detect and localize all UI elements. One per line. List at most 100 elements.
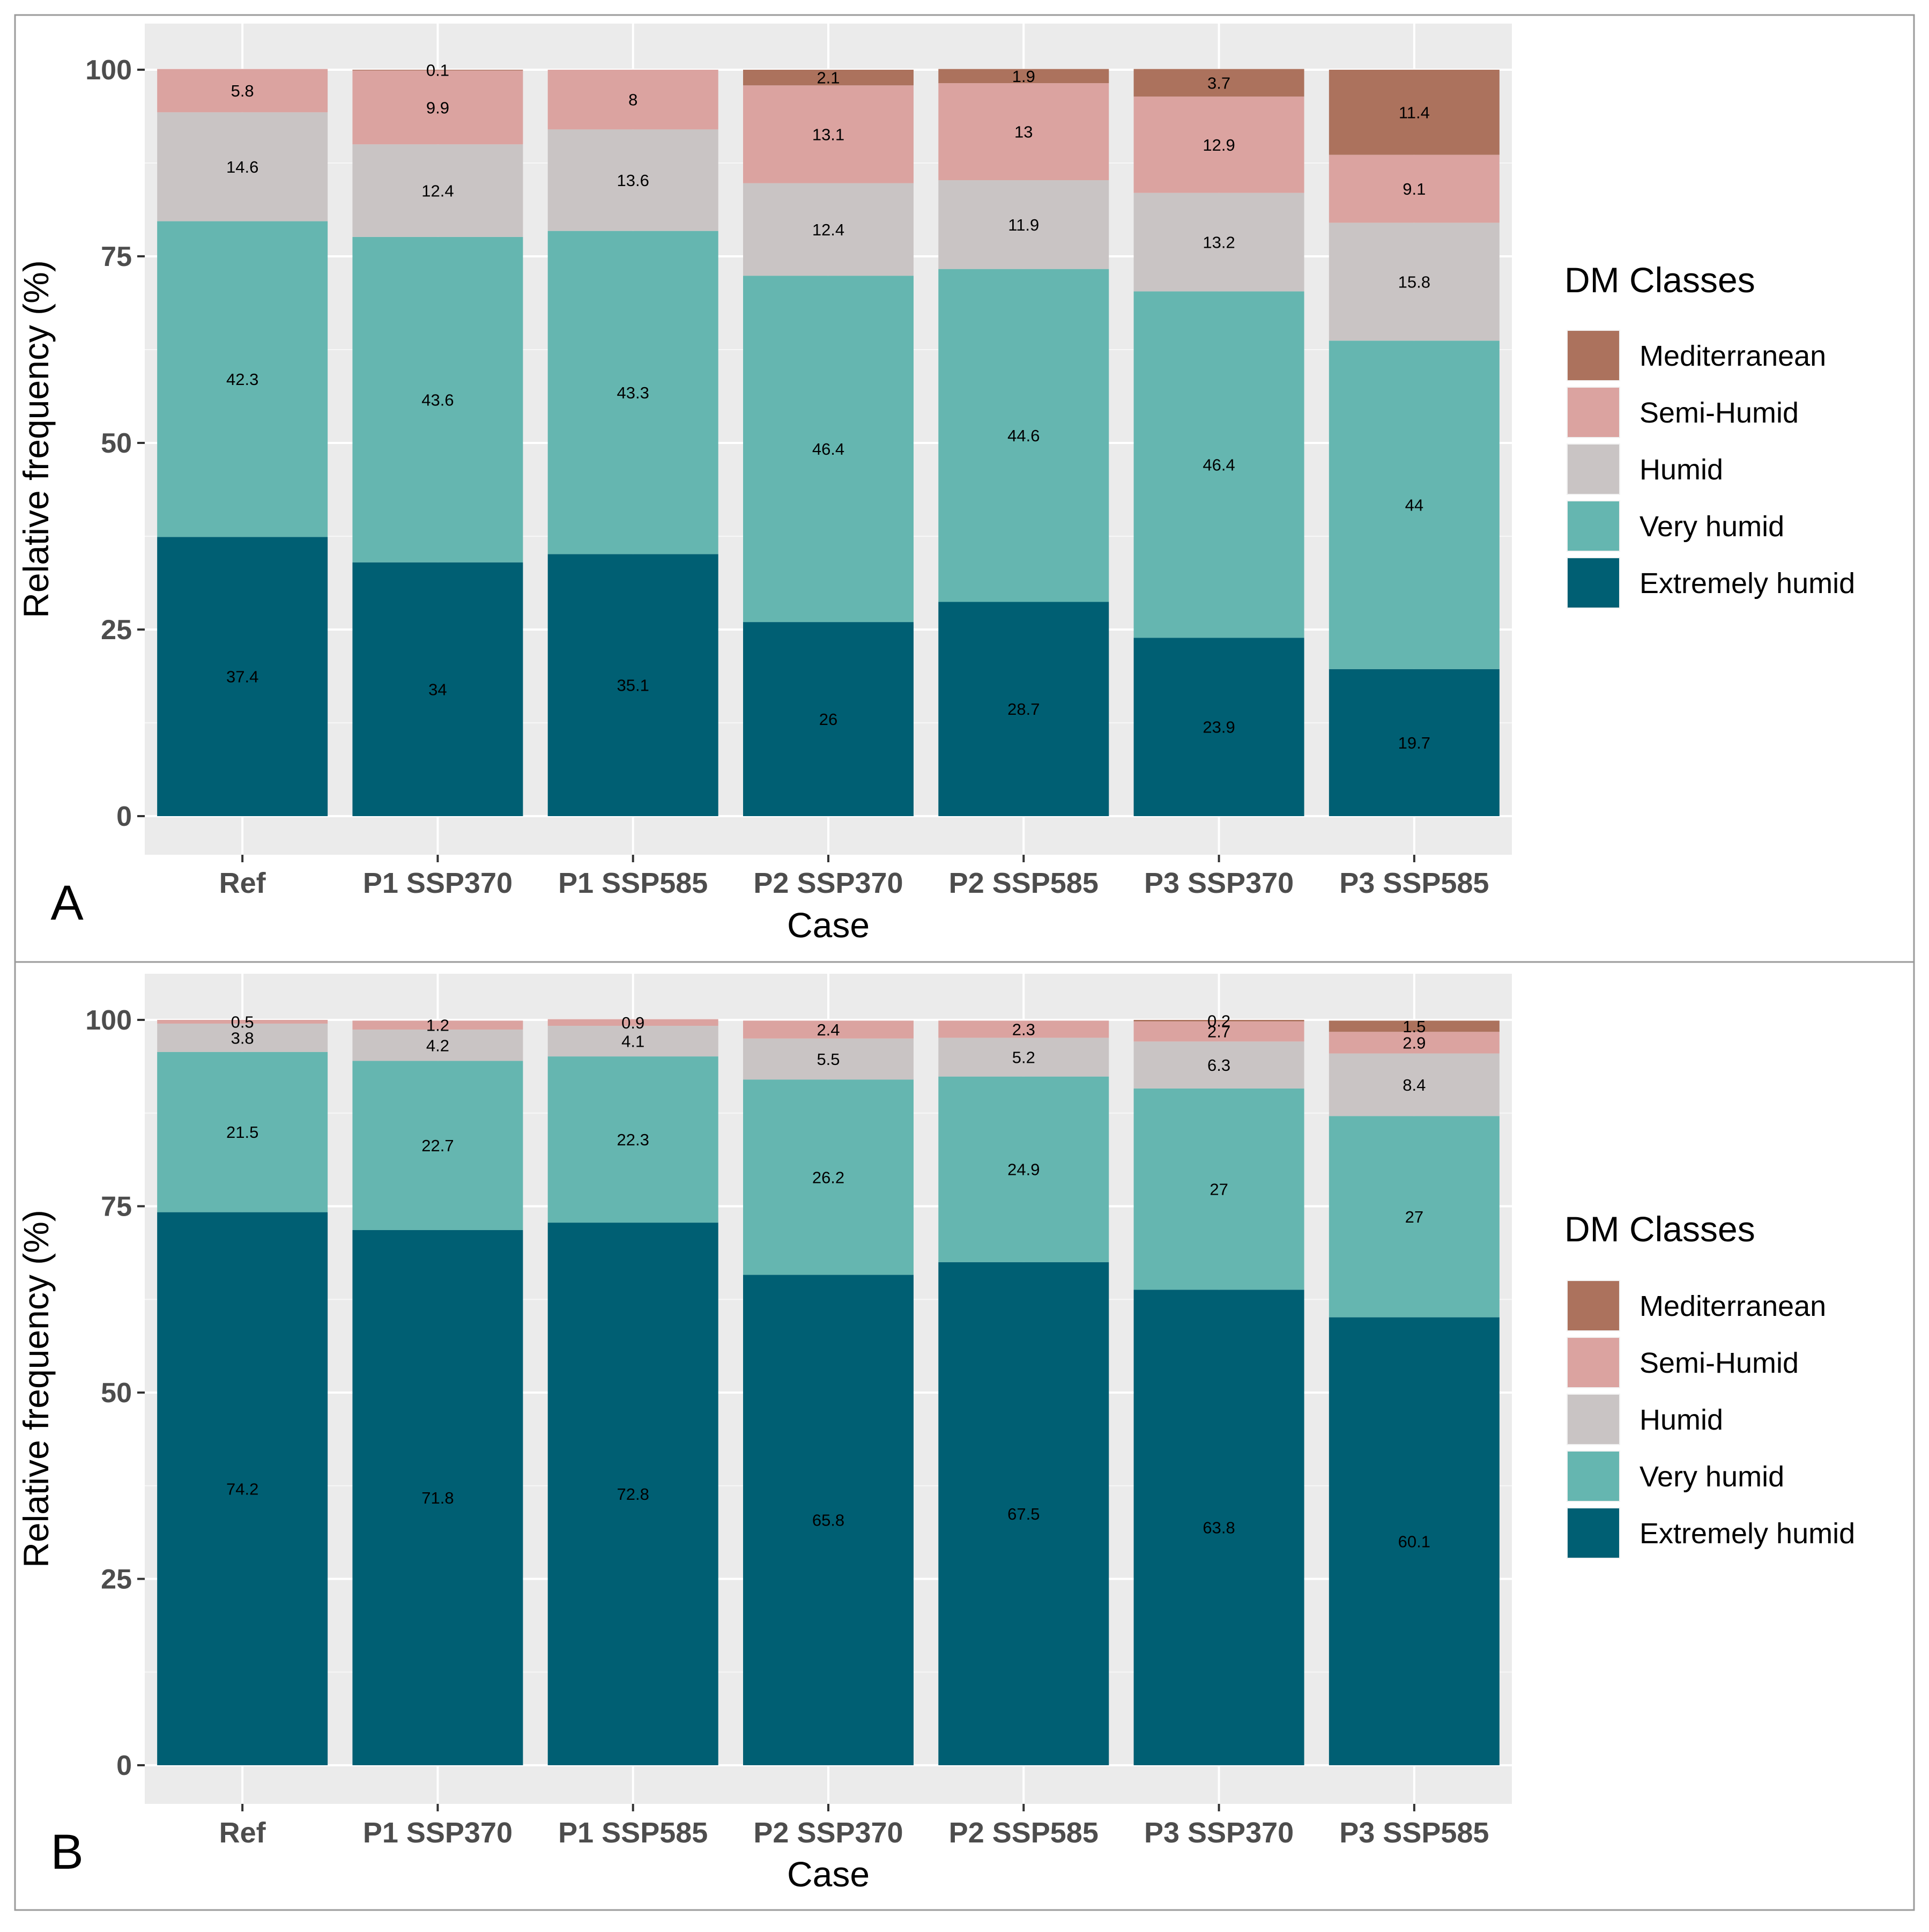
data-label: 5.5 [817,1050,840,1069]
data-label: 43.6 [421,390,454,409]
bar-segment-humid [1329,1053,1500,1116]
data-label: 44.6 [1007,426,1040,445]
x-tick-label: P2 SSP585 [949,1817,1099,1849]
bar-segment-very-humid [743,1079,914,1275]
bar-segment-extremely-humid [1329,1317,1500,1765]
data-label: 14.6 [226,158,258,176]
bar-segment-semi-humid [1133,1021,1304,1042]
legend-swatch-very-humid [1568,501,1619,551]
data-label: 65.8 [812,1511,844,1530]
legend-label-semi-humid: Semi-Humid [1639,1347,1799,1379]
bar-segment-semi-humid [1329,154,1500,223]
bar-segment-very-humid [1329,340,1500,669]
x-tick-label: Ref [219,867,266,899]
data-label: 1.5 [1403,1017,1426,1036]
data-label: 27 [1210,1180,1228,1199]
data-label: 9.1 [1403,180,1426,198]
bar-segment-humid [743,183,914,276]
y-axis-title: Relative frequency (%) [16,260,56,618]
data-label: 46.4 [1203,455,1235,474]
bar-segment-mediterranean [1329,1020,1500,1032]
data-label: 2.3 [1012,1020,1035,1039]
data-label: 42.3 [226,370,258,389]
bar-segment-semi-humid [743,1020,914,1039]
bar-segment-very-humid [352,1061,523,1230]
data-label: 35.1 [617,676,649,695]
x-tick-label: P3 SSP370 [1144,1817,1294,1849]
data-label: 3.7 [1207,73,1230,92]
y-tick-label: 50 [101,428,132,459]
legend-swatch-extremely-humid [1568,1508,1619,1558]
legend-label-very-humid: Very humid [1639,1461,1784,1493]
data-label: 2.7 [1207,1023,1230,1041]
data-label: 13.1 [812,125,844,144]
bar-segment-extremely-humid [352,1230,523,1765]
legend-label-mediterranean: Mediterranean [1639,1290,1826,1322]
data-label: 72.8 [617,1485,649,1504]
bar-segment-humid [157,112,328,221]
x-tick-label: P2 SSP370 [753,867,903,899]
panel-b-frame [14,961,1915,1911]
data-label: 34 [428,680,447,699]
legend-swatch-mediterranean [1568,331,1619,380]
x-axis-title: Case [787,905,870,945]
panel-label: B [50,1825,83,1879]
bar-segment-semi-humid [1329,1032,1500,1054]
bar-segment-semi-humid [157,69,328,113]
bar-segment-extremely-humid [157,537,328,816]
data-label: 22.7 [421,1136,454,1155]
data-label: 19.7 [1398,734,1430,752]
data-label: 12.4 [421,182,454,201]
bar-segment-humid [1329,223,1500,341]
bar-segment-extremely-humid [1329,669,1500,816]
legend-label-extremely-humid: Extremely humid [1639,1518,1855,1550]
y-tick-label: 100 [85,1005,132,1036]
bar-segment-humid [1133,193,1304,292]
data-label: 1.2 [426,1016,449,1035]
bar-segment-extremely-humid [1133,638,1304,816]
data-label: 15.8 [1398,272,1430,291]
y-axis-title: Relative frequency (%) [16,1210,56,1568]
data-label: 3.8 [231,1028,254,1047]
data-label: 24.9 [1007,1160,1040,1179]
data-label: 12.4 [812,220,844,239]
bar-segment-extremely-humid [743,622,914,816]
y-tick-label: 75 [101,1191,132,1223]
data-label: 5.2 [1012,1048,1035,1067]
data-label: 2.9 [1403,1033,1426,1052]
data-label: 1.9 [1012,67,1035,86]
bar-segment-very-humid [1133,1088,1304,1290]
legend-swatch-semi-humid [1568,388,1619,437]
data-label: 0.5 [231,1012,254,1031]
data-label: 67.5 [1007,1505,1040,1523]
bar-segment-humid [743,1038,914,1080]
data-label: 43.3 [617,383,649,402]
x-axis-title: Case [787,1854,870,1894]
bar-segment-humid [352,1030,523,1061]
data-label: 13.2 [1203,233,1235,252]
legend-swatch-extremely-humid [1568,558,1619,608]
data-label: 46.4 [812,440,844,458]
data-label: 60.1 [1398,1532,1430,1551]
legend-swatch-mediterranean [1568,1281,1619,1330]
bar-segment-semi-humid [547,70,718,130]
y-tick-label: 0 [116,1750,132,1781]
bar-segment-very-humid [157,1052,328,1212]
legend: DM Classes Mediterranean Semi-Humid Humid Ve… [1564,260,1855,609]
bar-segment-semi-humid [938,83,1109,181]
data-label: 63.8 [1203,1519,1235,1537]
bar-segment-very-humid [547,231,718,554]
bar-segment-semi-humid [938,1020,1109,1038]
bar-segment-extremely-humid [743,1275,914,1765]
data-label: 5.8 [231,82,254,100]
data-label: 26.2 [812,1168,844,1187]
y-tick-label: 25 [101,615,132,646]
data-label: 71.8 [421,1489,454,1507]
data-label: 44 [1405,496,1423,515]
bar-segment-extremely-humid [352,562,523,816]
data-label: 2.1 [817,69,840,87]
legend-title: DM Classes [1564,260,1755,300]
legend-label-very-humid: Very humid [1639,510,1784,543]
bar-segment-humid [938,180,1109,269]
data-label: 26 [819,710,837,729]
